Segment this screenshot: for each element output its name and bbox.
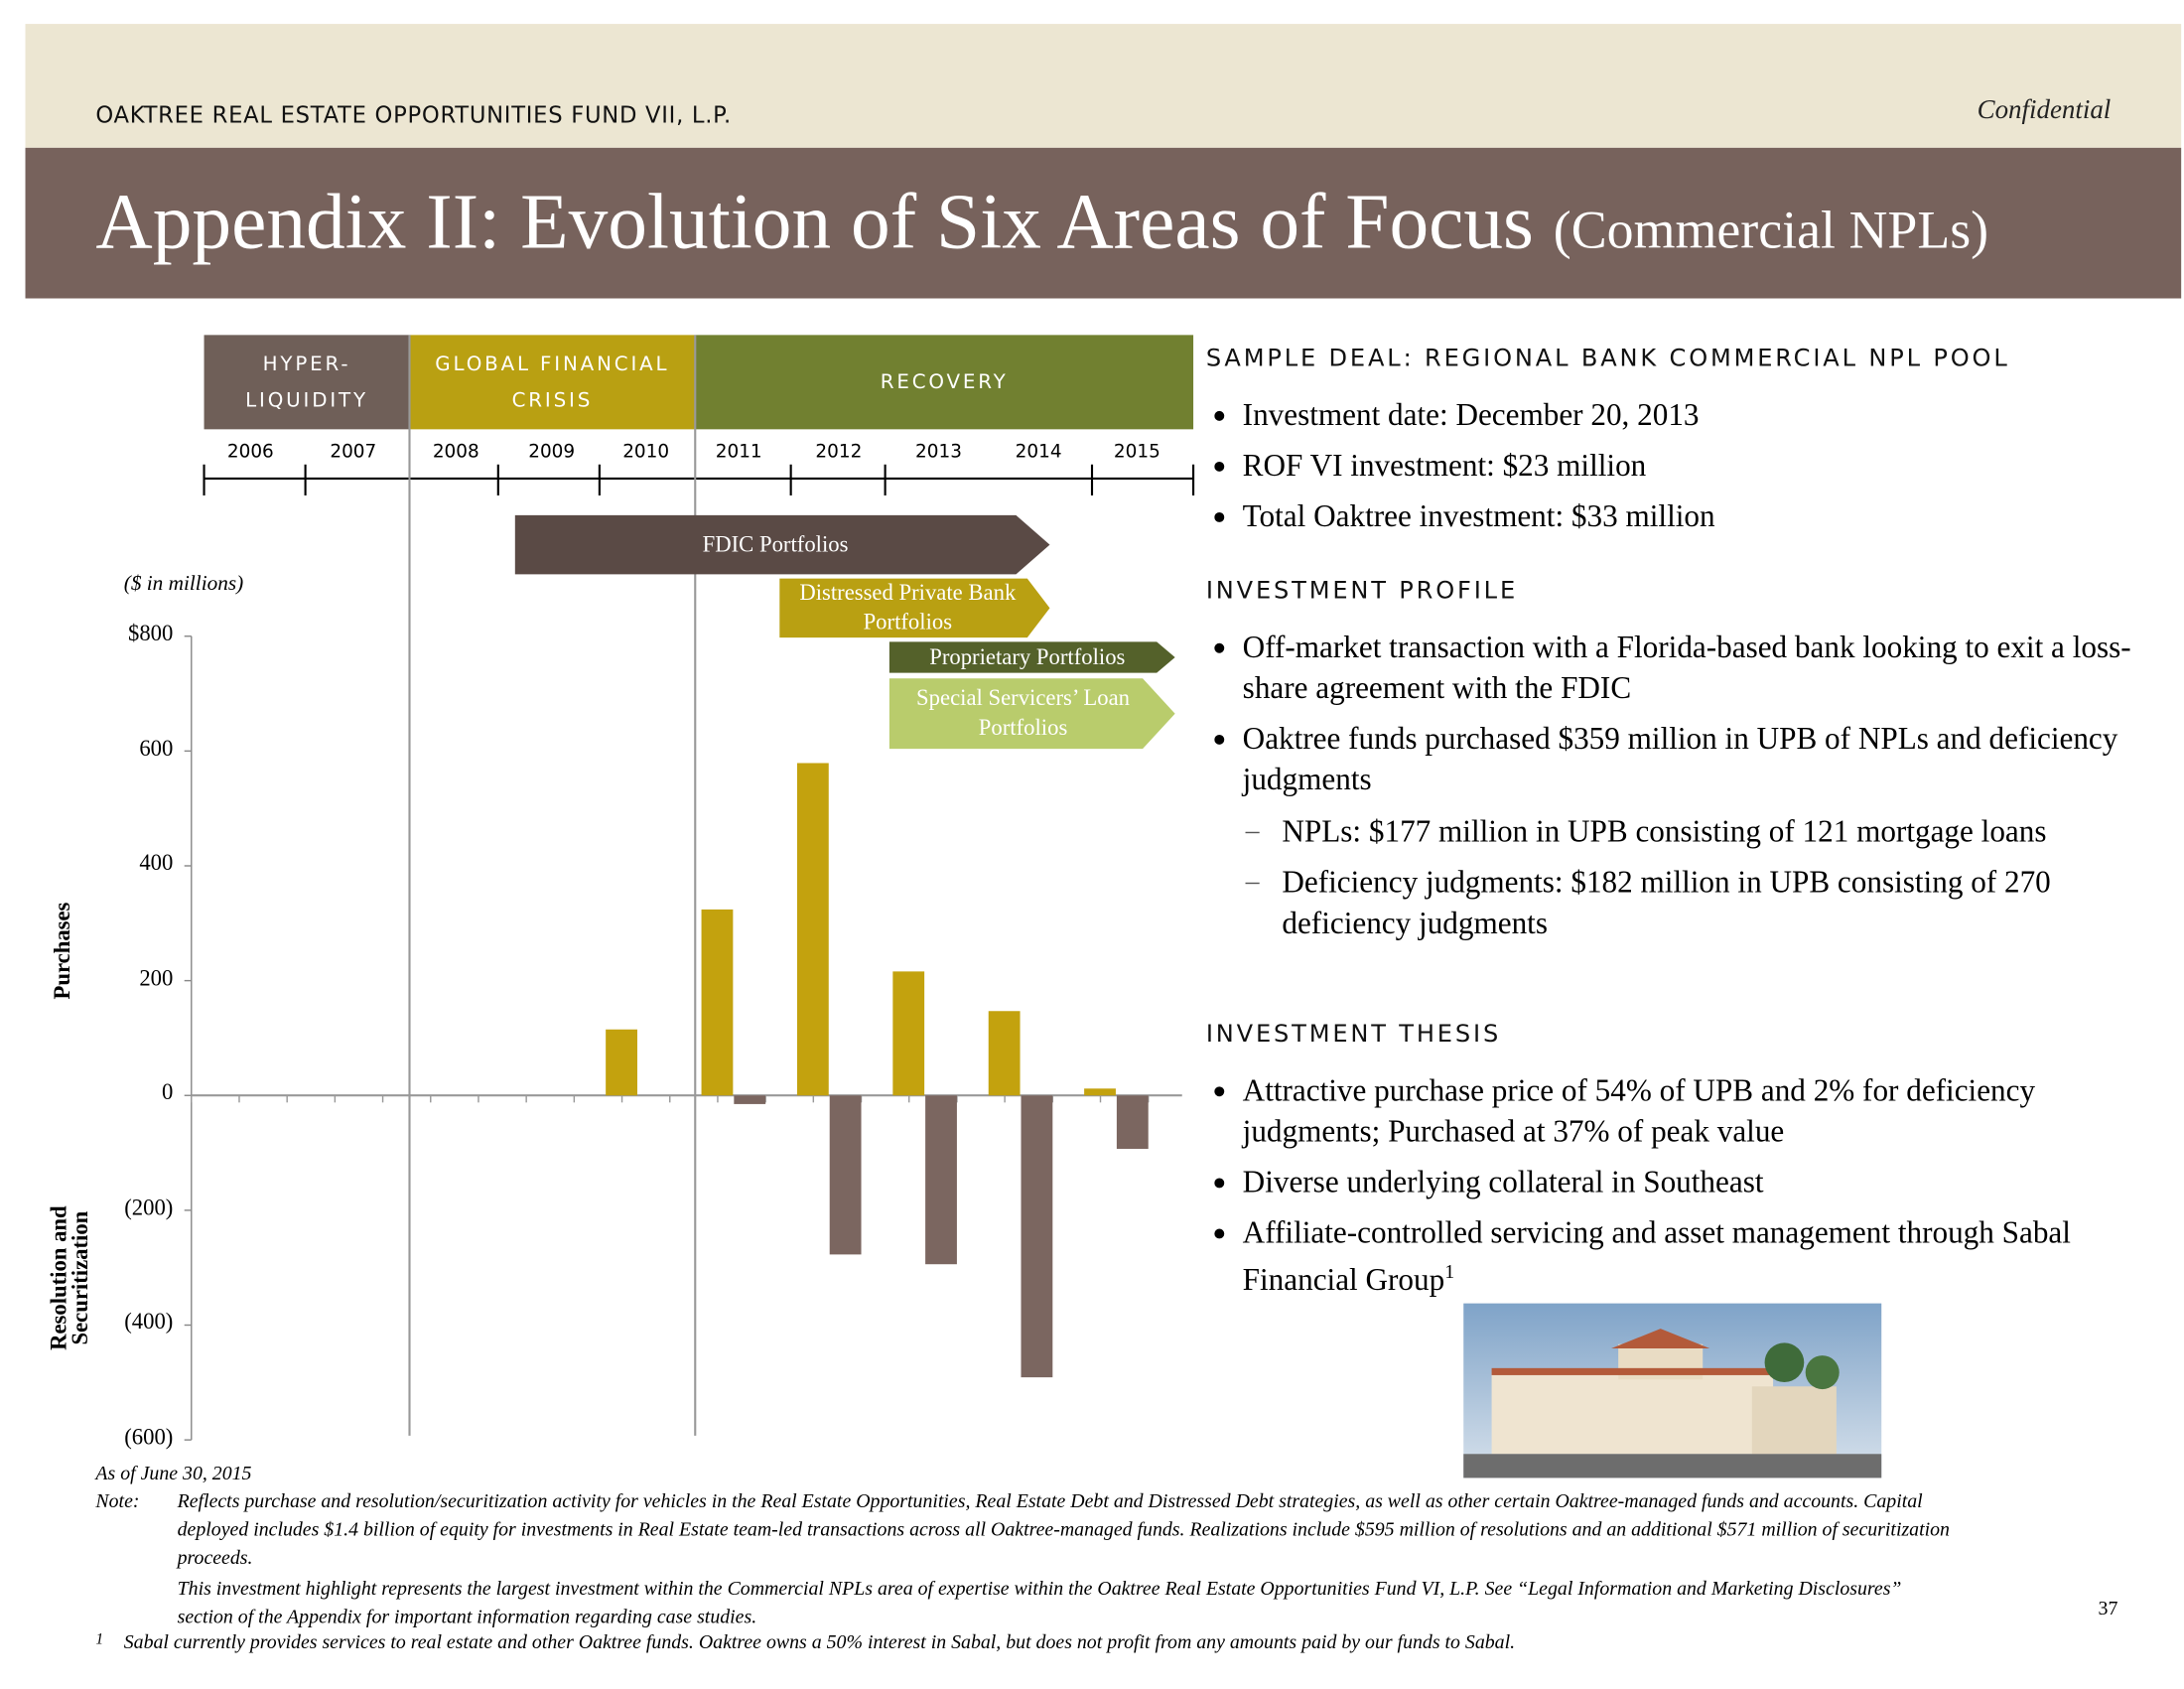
sub-text: NPLs: $177 million in UPB consisting of …	[1282, 813, 2047, 849]
bullet-text: Oaktree funds purchased $359 million in …	[1242, 720, 2118, 797]
bar	[1021, 1095, 1053, 1378]
bar	[1116, 1095, 1149, 1150]
y-tick-label: $800	[127, 622, 174, 646]
bar	[829, 1095, 862, 1255]
year-label: 2011	[715, 442, 762, 464]
y-tick-label: (200)	[124, 1196, 174, 1220]
sub-bullet: Deficiency judgments: $182 million in UP…	[1245, 862, 2157, 943]
y-axis-label: Purchases	[51, 902, 75, 1000]
bullet: Affiliate-controlled servicing and asset…	[1243, 1211, 2157, 1299]
sub-text: Deficiency judgments: $182 million in UP…	[1282, 864, 2051, 940]
program-label: Proprietary Portfolios	[929, 644, 1126, 670]
bar	[892, 971, 925, 1096]
bullet-text: Affiliate-controlled servicing and asset…	[1242, 1214, 2071, 1298]
fund-name: OAKTREE REAL ESTATE OPPORTUNITIES FUND V…	[95, 101, 732, 128]
year-label: 2014	[1015, 442, 1062, 464]
footnote: Sabal currently provides services to rea…	[123, 1632, 1516, 1654]
bar	[988, 1011, 1021, 1096]
year-label: 2007	[330, 442, 377, 464]
dash	[1245, 882, 1260, 885]
section-heading: SAMPLE DEAL: REGIONAL BANK COMMERCIAL NP…	[1205, 345, 2010, 373]
section-heading: INVESTMENT PROFILE	[1205, 577, 1519, 606]
year-label: 2015	[1113, 442, 1160, 464]
note-label: Note:	[95, 1491, 140, 1513]
bar	[734, 1095, 766, 1104]
footnote-ref: 1	[1444, 1262, 1455, 1284]
year-label: 2013	[915, 442, 962, 464]
year-label: 2010	[622, 442, 670, 464]
bar	[925, 1095, 957, 1265]
page-number: 37	[2098, 1599, 2118, 1620]
title-main: Appendix II: Evolution of Six Areas of F…	[95, 179, 1534, 266]
y-tick-label: 0	[162, 1081, 174, 1106]
bar	[796, 763, 829, 1096]
header-band	[25, 24, 2182, 148]
bullet: Off-market transaction with a Florida-ba…	[1243, 627, 2157, 708]
bullet: ROF VI investment: $23 million	[1243, 445, 2157, 486]
bullet: Oaktree funds purchased $359 million in …	[1243, 718, 2157, 943]
program-label: Distressed Private Bank Portfolios	[799, 581, 1017, 635]
photo	[1463, 1303, 1882, 1478]
bar	[1084, 1088, 1116, 1096]
y-tick-label: 600	[139, 737, 174, 762]
year-label: 2012	[815, 442, 863, 464]
note: Reflects purchase and resolution/securit…	[177, 1491, 1950, 1570]
bar	[701, 909, 734, 1096]
footnote-marker: 1	[95, 1630, 104, 1648]
y-axis-label: Resolution and Securitization	[48, 1205, 93, 1350]
year-label: 2006	[226, 442, 274, 464]
dash	[1245, 831, 1260, 834]
bullet: Attractive purchase price of 54% of UPB …	[1243, 1069, 2157, 1151]
bullet-list: Off-market transaction with a Florida-ba…	[1206, 627, 2157, 953]
y-tick-label: (400)	[124, 1311, 174, 1336]
program-label: FDIC Portfolios	[702, 532, 849, 557]
bullet: Investment date: December 20, 2013	[1243, 394, 2157, 435]
bullet: Diverse underlying collateral in Southea…	[1243, 1161, 2157, 1201]
title-band	[25, 147, 2182, 299]
highlight-note: This investment highlight represents the…	[177, 1579, 1902, 1629]
era: HYPER-LIQUIDITY	[204, 335, 410, 430]
title: Appendix II: Evolution of Six Areas of F…	[95, 178, 1988, 268]
year-label: 2008	[432, 442, 479, 464]
program-arrow	[779, 578, 1050, 638]
bullet-list: Investment date: December 20, 2013 ROF V…	[1206, 394, 2157, 546]
program-arrow	[888, 641, 1175, 673]
era: GLOBAL FINANCIAL CRISIS	[409, 335, 696, 430]
bullet-list: Attractive purchase price of 54% of UPB …	[1206, 1069, 2157, 1309]
y-tick-label: 200	[139, 966, 174, 991]
era: RECOVERY	[695, 335, 1194, 430]
sub-bullet: NPLs: $177 million in UPB consisting of …	[1245, 810, 2157, 851]
as-of: As of June 30, 2015	[95, 1464, 252, 1485]
title-sub: (Commercial NPLs)	[1553, 201, 1989, 261]
confidential: Confidential	[1977, 95, 2112, 126]
sub-list: NPLs: $177 million in UPB consisting of …	[1243, 810, 2157, 942]
unit-label: ($ in millions)	[123, 572, 244, 596]
bullet-text: Off-market transaction with a Florida-ba…	[1242, 629, 2131, 706]
bar	[606, 1029, 637, 1096]
program-label: Special Servicers’ Loan Portfolios	[916, 686, 1131, 741]
program-arrow	[888, 678, 1175, 750]
section-heading: INVESTMENT THESIS	[1205, 1020, 1502, 1050]
y-tick-label: (600)	[124, 1425, 174, 1451]
year-label: 2009	[528, 442, 576, 464]
bullet: Total Oaktree investment: $33 million	[1243, 495, 2157, 536]
y-tick-label: 400	[139, 851, 174, 876]
program-arrow	[514, 514, 1050, 575]
